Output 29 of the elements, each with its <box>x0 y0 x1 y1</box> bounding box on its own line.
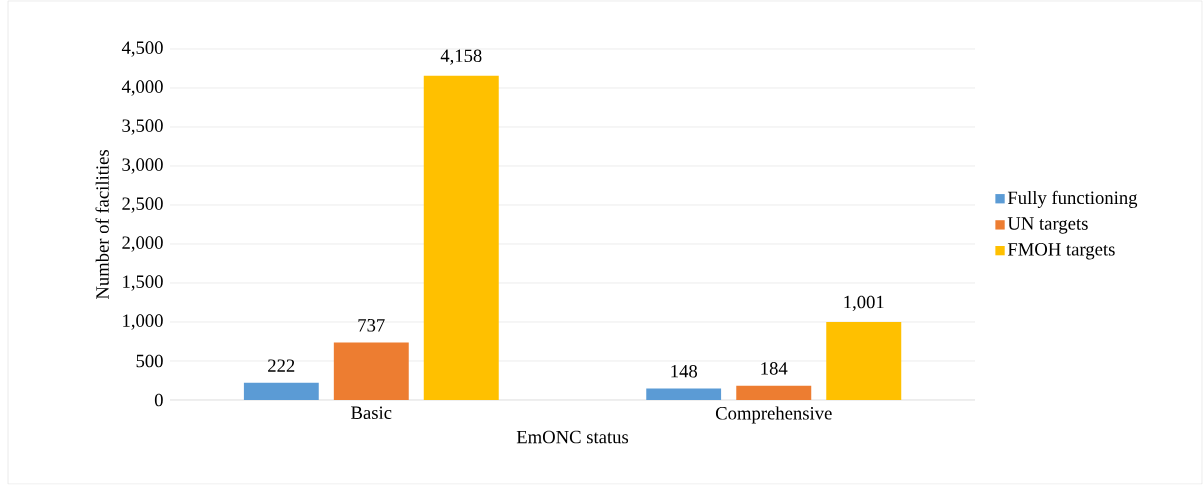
y-tick-label: 2,500 <box>122 197 163 213</box>
bar <box>736 385 812 400</box>
bar <box>423 75 499 400</box>
x-tick-label: Basic <box>351 406 392 420</box>
bar <box>646 388 722 400</box>
legend-label: UN targets <box>1007 217 1088 234</box>
y-tick-label: 3,000 <box>122 158 163 174</box>
bar <box>243 382 319 400</box>
y-tick-label: 4,500 <box>121 41 163 57</box>
bar <box>333 342 409 400</box>
y-tick-label: 0 <box>154 393 163 407</box>
legend-label: FMOH targets <box>1007 243 1115 260</box>
data-label: 148 <box>671 364 698 378</box>
data-label: 4,158 <box>440 49 482 65</box>
bar <box>826 321 902 400</box>
x-axis-title: EmONC status <box>516 430 629 444</box>
y-tick-label: 1,000 <box>123 314 163 330</box>
y-tick-label: 2,000 <box>122 236 163 252</box>
y-tick-label: 3,500 <box>122 119 163 135</box>
data-label: 737 <box>358 319 385 332</box>
y-axis-title: Number of facilities <box>95 150 109 300</box>
data-label: 184 <box>761 362 788 375</box>
y-tick-label: 1,500 <box>123 275 163 291</box>
data-label: 1,001 <box>844 295 884 311</box>
legend-label: Fully functioning <box>1007 190 1138 208</box>
data-label: 222 <box>268 359 295 372</box>
x-tick-label: Comprehensive <box>715 406 832 424</box>
y-tick-label: 500 <box>136 354 163 368</box>
y-tick-label: 4,000 <box>121 80 163 96</box>
